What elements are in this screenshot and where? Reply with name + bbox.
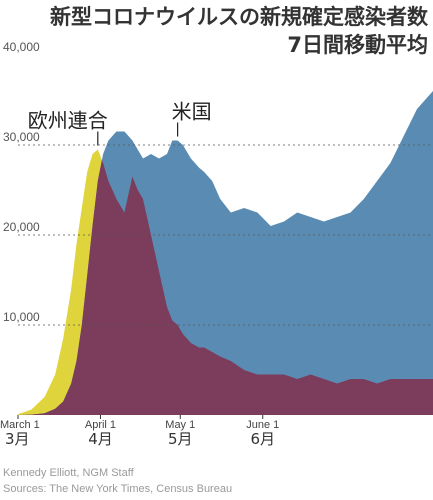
x-tick-label-jp: 6月 bbox=[250, 430, 275, 448]
eu-label: 欧州連合 bbox=[28, 109, 108, 133]
chart-title-line-2: 7日間移動平均 bbox=[287, 33, 428, 57]
gridlines bbox=[18, 144, 433, 326]
x-tick-label-jp: 4月 bbox=[88, 430, 113, 448]
plot-areas bbox=[18, 91, 433, 415]
series-labels: 欧州連合 米国 bbox=[28, 100, 212, 146]
x-tick-label-en: May 1 bbox=[165, 419, 195, 431]
credit-author: Kennedy Elliott, NGM Staff bbox=[3, 467, 135, 479]
x-tick-label-en: June 1 bbox=[246, 419, 279, 431]
credit-sources: Sources: The New York Times, Census Bure… bbox=[3, 483, 232, 495]
x-tick-label-jp: 3月 bbox=[5, 430, 30, 448]
us-label: 米国 bbox=[172, 100, 212, 124]
x-axis: March 13月 April 14月 May 15月 June 16月 bbox=[0, 415, 279, 448]
y-tick-label: 30,000 bbox=[3, 130, 40, 144]
y-tick-label: 10,000 bbox=[3, 310, 40, 324]
x-tick-label-jp: 5月 bbox=[168, 430, 193, 448]
y-tick-label: 20,000 bbox=[3, 220, 40, 234]
y-tick-label: 40,000 bbox=[3, 40, 40, 54]
chart-title-line-1: 新型コロナウイルスの新規確定感染者数 bbox=[50, 5, 429, 29]
x-tick-label-en: March 1 bbox=[0, 419, 40, 431]
x-tick-label-en: April 1 bbox=[85, 419, 116, 431]
y-axis: 10,000 20,000 30,000 40,000 bbox=[3, 40, 40, 324]
